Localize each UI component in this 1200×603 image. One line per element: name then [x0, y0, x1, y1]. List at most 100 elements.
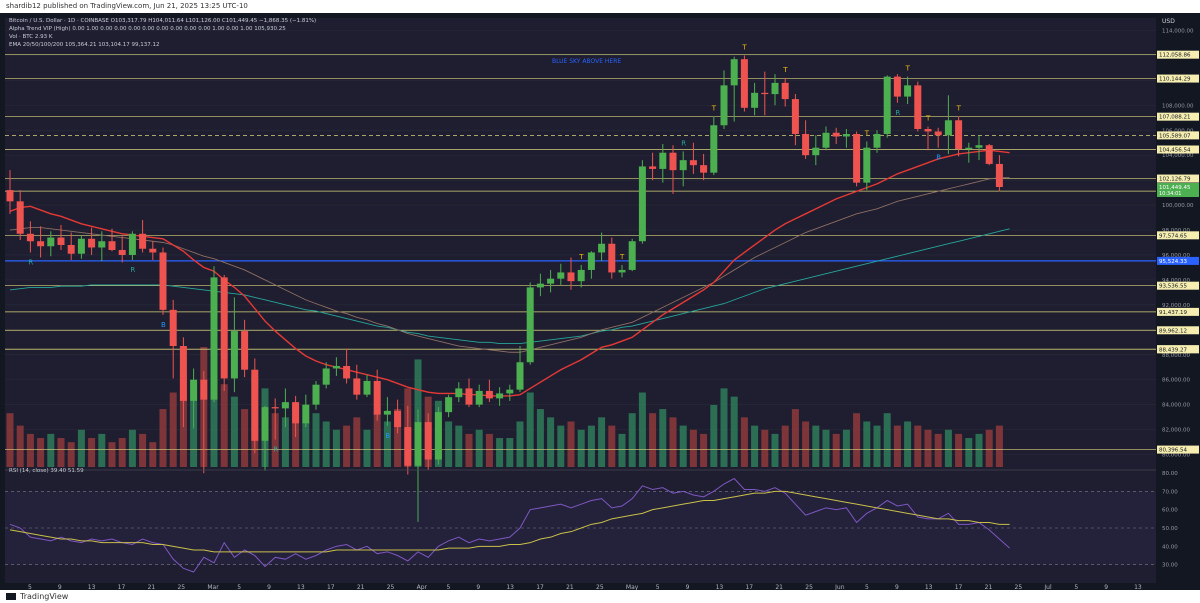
candle-body — [679, 160, 687, 171]
candle-body — [720, 85, 728, 126]
level-tag-label: 110,144.29 — [1159, 77, 1191, 83]
signal-marker: R — [273, 446, 278, 454]
candle-body — [190, 379, 198, 401]
signal-marker: T — [782, 66, 788, 74]
candle-body — [373, 380, 381, 415]
chart-container[interactable]: R R B R B T T R T T T T T T T R B 30.00 40.00 50.00 60.00 70… — [0, 13, 1200, 591]
volume-bar — [47, 433, 55, 467]
candle-body — [904, 85, 912, 97]
signal-marker: R — [28, 258, 33, 266]
volume-bar — [598, 417, 606, 467]
x-tick-label: 21 — [566, 584, 574, 590]
volume-bar — [608, 425, 616, 467]
signal-marker: B — [385, 432, 390, 440]
candle-body — [16, 201, 24, 234]
signal-marker: T — [956, 105, 962, 113]
rsi-tick-label: 80.00 — [1162, 471, 1178, 477]
volume-bar — [689, 429, 697, 467]
volume-bar — [679, 425, 687, 467]
candle-body — [37, 241, 45, 247]
candle-body — [914, 85, 922, 130]
x-tick-label: 9 — [895, 584, 899, 590]
volume-bar — [394, 409, 402, 467]
price-tick-label: 96,000.00 — [1162, 253, 1190, 259]
candle-body — [975, 145, 983, 148]
volume-bar — [873, 425, 881, 467]
last-price-tag — [1157, 183, 1199, 198]
x-tick-label: 17 — [745, 584, 753, 590]
volume-bar — [781, 425, 789, 467]
volume-bar — [536, 409, 544, 467]
signal-marker: B — [161, 321, 166, 329]
signal-marker: B — [936, 154, 941, 162]
candle-body — [128, 233, 136, 255]
level-tag — [1157, 345, 1199, 354]
candle-body — [322, 368, 330, 385]
x-tick-label: 17 — [955, 584, 963, 590]
candle-body — [751, 92, 759, 108]
volume-bar — [37, 438, 45, 467]
ema200-line — [9, 228, 1010, 344]
volume-bar — [883, 413, 891, 467]
candle-body — [628, 241, 636, 270]
candle-body — [312, 384, 320, 405]
volume-bar — [475, 429, 483, 467]
candle-body — [710, 125, 718, 173]
candle-body — [149, 248, 157, 253]
volume-bar — [802, 421, 810, 467]
level-tag — [1157, 326, 1199, 335]
volume-bar — [618, 433, 626, 467]
legend-symbol-line: Bitcoin / U.S. Dollar · 1D · COINBASE O1… — [9, 18, 316, 24]
candle-body — [557, 272, 565, 279]
rsi-tick-label: 40.00 — [1162, 544, 1178, 550]
price-tick-label: 80,000.00 — [1162, 453, 1190, 459]
candle-body — [455, 388, 463, 398]
x-tick-label: 13 — [297, 584, 305, 590]
candle-body — [761, 92, 769, 95]
x-tick-label: 5 — [656, 584, 660, 590]
price-chart[interactable]: R R B R B T T R T T T T T T T R B 30.00 40.00 50.00 60.00 70… — [0, 13, 1200, 591]
candle-body — [853, 133, 861, 183]
volume-bar — [16, 425, 24, 467]
volume-bar — [220, 384, 228, 467]
candle-body — [802, 133, 810, 156]
candle-body — [445, 397, 453, 413]
signal-marker: R — [130, 266, 135, 274]
volume-bar — [628, 413, 636, 467]
candle-body — [598, 243, 606, 253]
x-tick-label: Apr — [417, 584, 428, 590]
last-price-label: 101,449.45 — [1159, 185, 1191, 191]
candle-body — [893, 76, 901, 97]
candle-body — [57, 237, 65, 245]
rsi-tick-label: 50.00 — [1162, 526, 1178, 532]
volume-bar — [332, 429, 340, 467]
rsi-tick-label: 70.00 — [1162, 489, 1178, 495]
x-tick-label: 25 — [1015, 584, 1023, 590]
x-tick-label: 5 — [1074, 584, 1078, 590]
price-tick-label: 94,000.00 — [1162, 278, 1190, 284]
candle-body — [985, 145, 993, 164]
x-tick-label: 21 — [357, 584, 365, 590]
candle-body — [689, 160, 697, 166]
candle-body — [475, 390, 483, 405]
volume-bar — [730, 396, 738, 467]
price-tick-label: 98,000.00 — [1162, 228, 1190, 234]
level-tag — [1157, 112, 1199, 121]
volume-bar — [720, 388, 728, 467]
countdown-label: 10:34:01 — [1159, 191, 1181, 197]
volume-bar — [373, 413, 381, 467]
x-tick-label: 17 — [536, 584, 544, 590]
x-tick-label: 21 — [985, 584, 993, 590]
level-tag-label: 80,396.54 — [1159, 448, 1187, 454]
x-tick-label: 21 — [148, 584, 156, 590]
footer-brand: TradingView — [20, 592, 69, 601]
price-tick-label: 108,000.00 — [1162, 103, 1194, 109]
candle-body — [67, 244, 75, 254]
volume-bar — [383, 421, 391, 467]
rsi-tick-label: 30.00 — [1162, 563, 1178, 569]
ema50-line — [9, 177, 1010, 353]
candle-body — [332, 365, 340, 369]
x-tick-label: 9 — [686, 584, 690, 590]
tradingview-logo-icon — [6, 593, 16, 600]
candle-body — [934, 131, 942, 136]
